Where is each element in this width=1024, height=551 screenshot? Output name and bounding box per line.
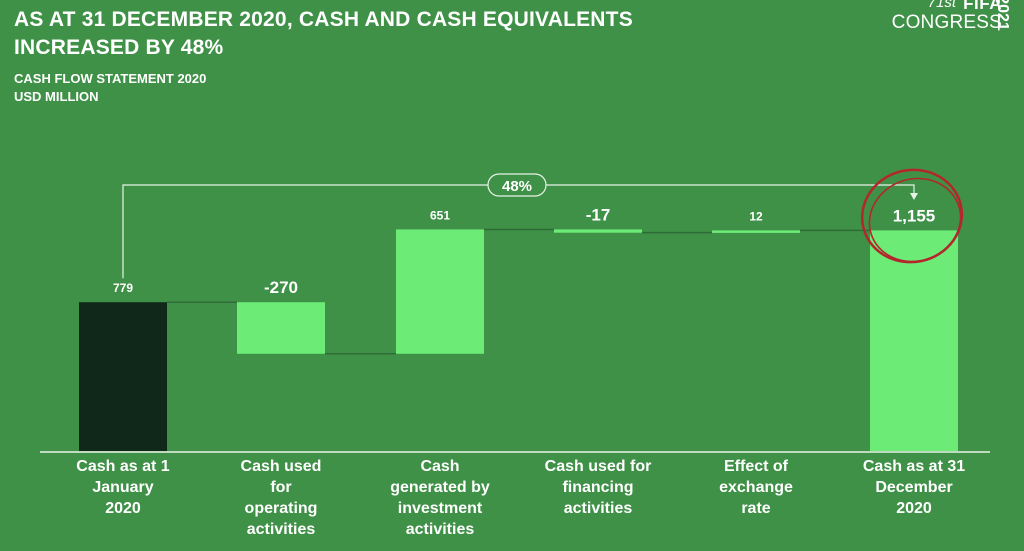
value-label-1: 779	[113, 281, 133, 295]
bracket-arrow	[910, 193, 918, 200]
value-label-4: -17	[586, 205, 611, 224]
value-label-3: 651	[430, 208, 450, 222]
subtitle-line-2: USD MILLION	[14, 89, 99, 104]
page-title: AS AT 31 DECEMBER 2020, CASH AND CASH EQ…	[14, 8, 633, 59]
category-label-1: Cash as at 1 January 2020	[76, 458, 170, 517]
bar-3	[396, 229, 484, 354]
value-label-5: 12	[749, 209, 763, 223]
subtitle-line-1: CASH FLOW STATEMENT 2020	[14, 71, 207, 86]
logo-brand: FIFA	[963, 0, 1002, 13]
category-label-2: Cash used for operating activities	[240, 458, 322, 538]
fifa-congress-logo: 71st FIFA CONGRESS 2021	[878, 0, 1018, 40]
bar-4	[554, 229, 642, 233]
value-label-6: 1,155	[893, 206, 936, 225]
bar-6	[870, 230, 958, 451]
bar-5	[712, 230, 800, 233]
category-label-3: Cash generated by investment activities	[390, 458, 490, 538]
value-label-2: -270	[264, 278, 298, 297]
change-annotation: 48%	[502, 178, 532, 195]
bracket-right	[546, 184, 915, 197]
category-label-5: Effect of exchange rate	[719, 458, 793, 517]
change-badge	[487, 173, 547, 197]
bar-1	[79, 302, 167, 451]
highlight-circle-inner	[868, 177, 962, 263]
bracket-left	[122, 184, 488, 279]
category-label-6: Cash as at 31 December 2020	[862, 458, 966, 517]
bar-2	[237, 302, 325, 354]
logo-event: CONGRESS	[891, 12, 1002, 33]
logo-edition: 71st	[927, 0, 956, 11]
category-label-4: Cash used for financing activities	[544, 458, 652, 517]
chart-subtitle: CASH FLOW STATEMENT 2020 USD MILLION	[14, 70, 206, 106]
